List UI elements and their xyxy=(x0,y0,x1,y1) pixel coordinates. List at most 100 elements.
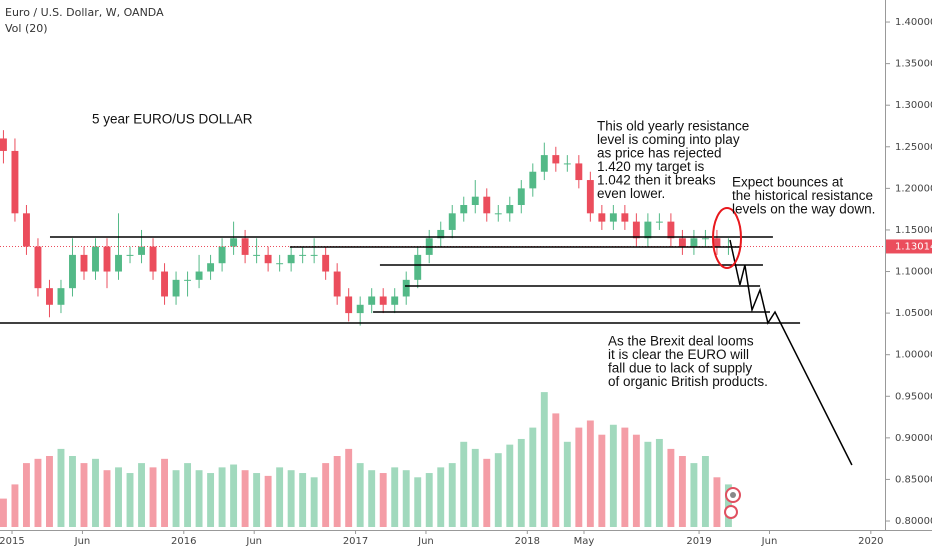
x-tick-label: Jun xyxy=(761,536,778,547)
volume-bar xyxy=(586,420,594,527)
volume-bar xyxy=(22,463,30,527)
candle-body xyxy=(437,229,445,239)
candle-body xyxy=(471,196,479,205)
last-price-label: 1.13014 xyxy=(895,241,932,252)
last-price-box xyxy=(886,239,932,254)
volume-bar xyxy=(667,448,675,527)
annotation-text: 5 year EURO/US DOLLAR xyxy=(92,112,253,127)
volume-bar xyxy=(230,464,238,527)
candle-body xyxy=(115,254,122,272)
x-tick-label: 2020 xyxy=(858,536,883,547)
candle-body xyxy=(667,221,675,239)
volume-bar xyxy=(92,458,99,527)
y-tick-label: 1.15000 xyxy=(895,225,932,236)
x-tick-label: 2019 xyxy=(686,536,711,547)
candle-body xyxy=(701,238,709,240)
volume-bar xyxy=(241,470,249,527)
candle-body xyxy=(678,238,686,247)
volume-bar xyxy=(494,453,502,527)
volume-bar xyxy=(483,458,491,527)
volume-bar xyxy=(506,444,514,527)
volume-bar xyxy=(299,473,307,527)
annotation-text: 1.420 my target is xyxy=(597,159,705,174)
candle-body xyxy=(632,221,640,239)
volume-bar xyxy=(368,470,376,527)
volume-bar xyxy=(540,392,548,527)
candle-body xyxy=(103,246,111,272)
x-tick-label: 2018 xyxy=(515,536,540,547)
volume-bar xyxy=(310,477,318,527)
volume-bar xyxy=(425,473,433,527)
y-tick-label: 1.35000 xyxy=(895,59,932,70)
candle-body xyxy=(391,296,399,305)
candle-body xyxy=(207,263,215,272)
candle-body xyxy=(253,254,261,256)
volume-bar xyxy=(149,467,157,527)
candle-body xyxy=(184,279,192,281)
volume-bar xyxy=(632,434,640,527)
candle-body xyxy=(241,238,249,255)
candle-body xyxy=(172,279,180,297)
annotation-text: it is clear the EURO will xyxy=(608,347,749,362)
volume-bar xyxy=(690,463,698,527)
volume-bar xyxy=(713,477,721,527)
volume-bar xyxy=(598,434,606,527)
candle-body xyxy=(529,171,537,189)
candle-body xyxy=(713,238,721,247)
volume-bar xyxy=(103,470,111,527)
icon xyxy=(730,492,736,498)
annotation-text: fall due to lack of supply xyxy=(608,361,752,376)
candle-body xyxy=(138,246,145,255)
volume-bar xyxy=(46,456,53,527)
candle-body xyxy=(11,150,19,214)
volume-bar xyxy=(563,441,571,527)
volume-bar xyxy=(678,456,686,527)
candle-body xyxy=(448,213,456,230)
volume-bar xyxy=(701,456,709,527)
volume-bar xyxy=(138,463,145,527)
volume-bar xyxy=(655,438,663,527)
volume-label: Vol (20) xyxy=(5,22,48,35)
candle-body xyxy=(126,254,134,256)
y-tick-label: 1.00000 xyxy=(895,350,932,361)
candle-body xyxy=(287,254,295,264)
candle-body xyxy=(598,213,606,222)
volume-bar xyxy=(621,427,629,527)
x-tick-label: 2017 xyxy=(343,536,368,547)
volume-bar xyxy=(195,470,203,527)
volume-bar xyxy=(264,475,272,527)
candle-body xyxy=(460,204,468,214)
candle-body xyxy=(644,221,652,239)
icon xyxy=(724,505,738,519)
volume-bar xyxy=(287,470,295,527)
y-tick-label: 1.20000 xyxy=(895,183,932,194)
volume-bar xyxy=(276,467,284,527)
candle-body xyxy=(46,288,53,305)
y-tick-label: 1.05000 xyxy=(895,308,932,319)
candle-body xyxy=(345,296,353,314)
annotation-text: even lower. xyxy=(597,186,665,201)
candle-body xyxy=(22,213,30,247)
volume-bar xyxy=(333,456,341,527)
volume-bar xyxy=(172,470,180,527)
candle-body xyxy=(575,163,583,181)
candle-body xyxy=(586,180,594,214)
volume-pane xyxy=(0,392,732,527)
annotation-text: 1.042 then it breaks xyxy=(597,173,716,188)
candle-body xyxy=(609,213,617,222)
candle-body xyxy=(80,254,88,272)
volume-bar xyxy=(644,441,652,527)
y-tick-label: 0.95000 xyxy=(895,391,932,402)
highlight-circle xyxy=(712,207,742,269)
volume-bar xyxy=(345,448,353,527)
candle-body xyxy=(621,213,629,222)
candle-body xyxy=(517,188,525,205)
volume-bar xyxy=(529,427,537,527)
candle-body xyxy=(69,254,76,289)
volume-bar xyxy=(80,463,88,527)
volume-bar xyxy=(414,477,422,527)
annotation-text: as price has rejected xyxy=(597,146,722,161)
